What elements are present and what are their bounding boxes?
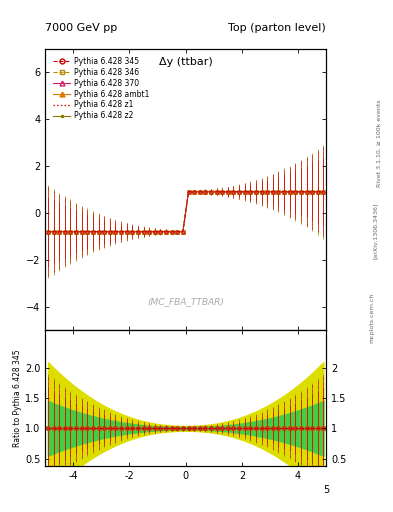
Text: Top (parton level): Top (parton level) (228, 23, 326, 33)
Y-axis label: Ratio to Pythia 6.428 345: Ratio to Pythia 6.428 345 (13, 349, 22, 447)
Text: 7000 GeV pp: 7000 GeV pp (45, 23, 118, 33)
Text: [arXiv:1306.3436]: [arXiv:1306.3436] (373, 202, 378, 259)
Text: Δy (ttbar): Δy (ttbar) (159, 57, 213, 67)
Text: Rivet 3.1.10, ≥ 100k events: Rivet 3.1.10, ≥ 100k events (377, 99, 382, 187)
Text: 5: 5 (323, 485, 329, 495)
Text: (MC_FBA_TTBAR): (MC_FBA_TTBAR) (147, 297, 224, 307)
Text: mcplots.cern.ch: mcplots.cern.ch (369, 292, 374, 343)
Legend: Pythia 6.428 345, Pythia 6.428 346, Pythia 6.428 370, Pythia 6.428 ambt1, Pythia: Pythia 6.428 345, Pythia 6.428 346, Pyth… (52, 55, 151, 122)
